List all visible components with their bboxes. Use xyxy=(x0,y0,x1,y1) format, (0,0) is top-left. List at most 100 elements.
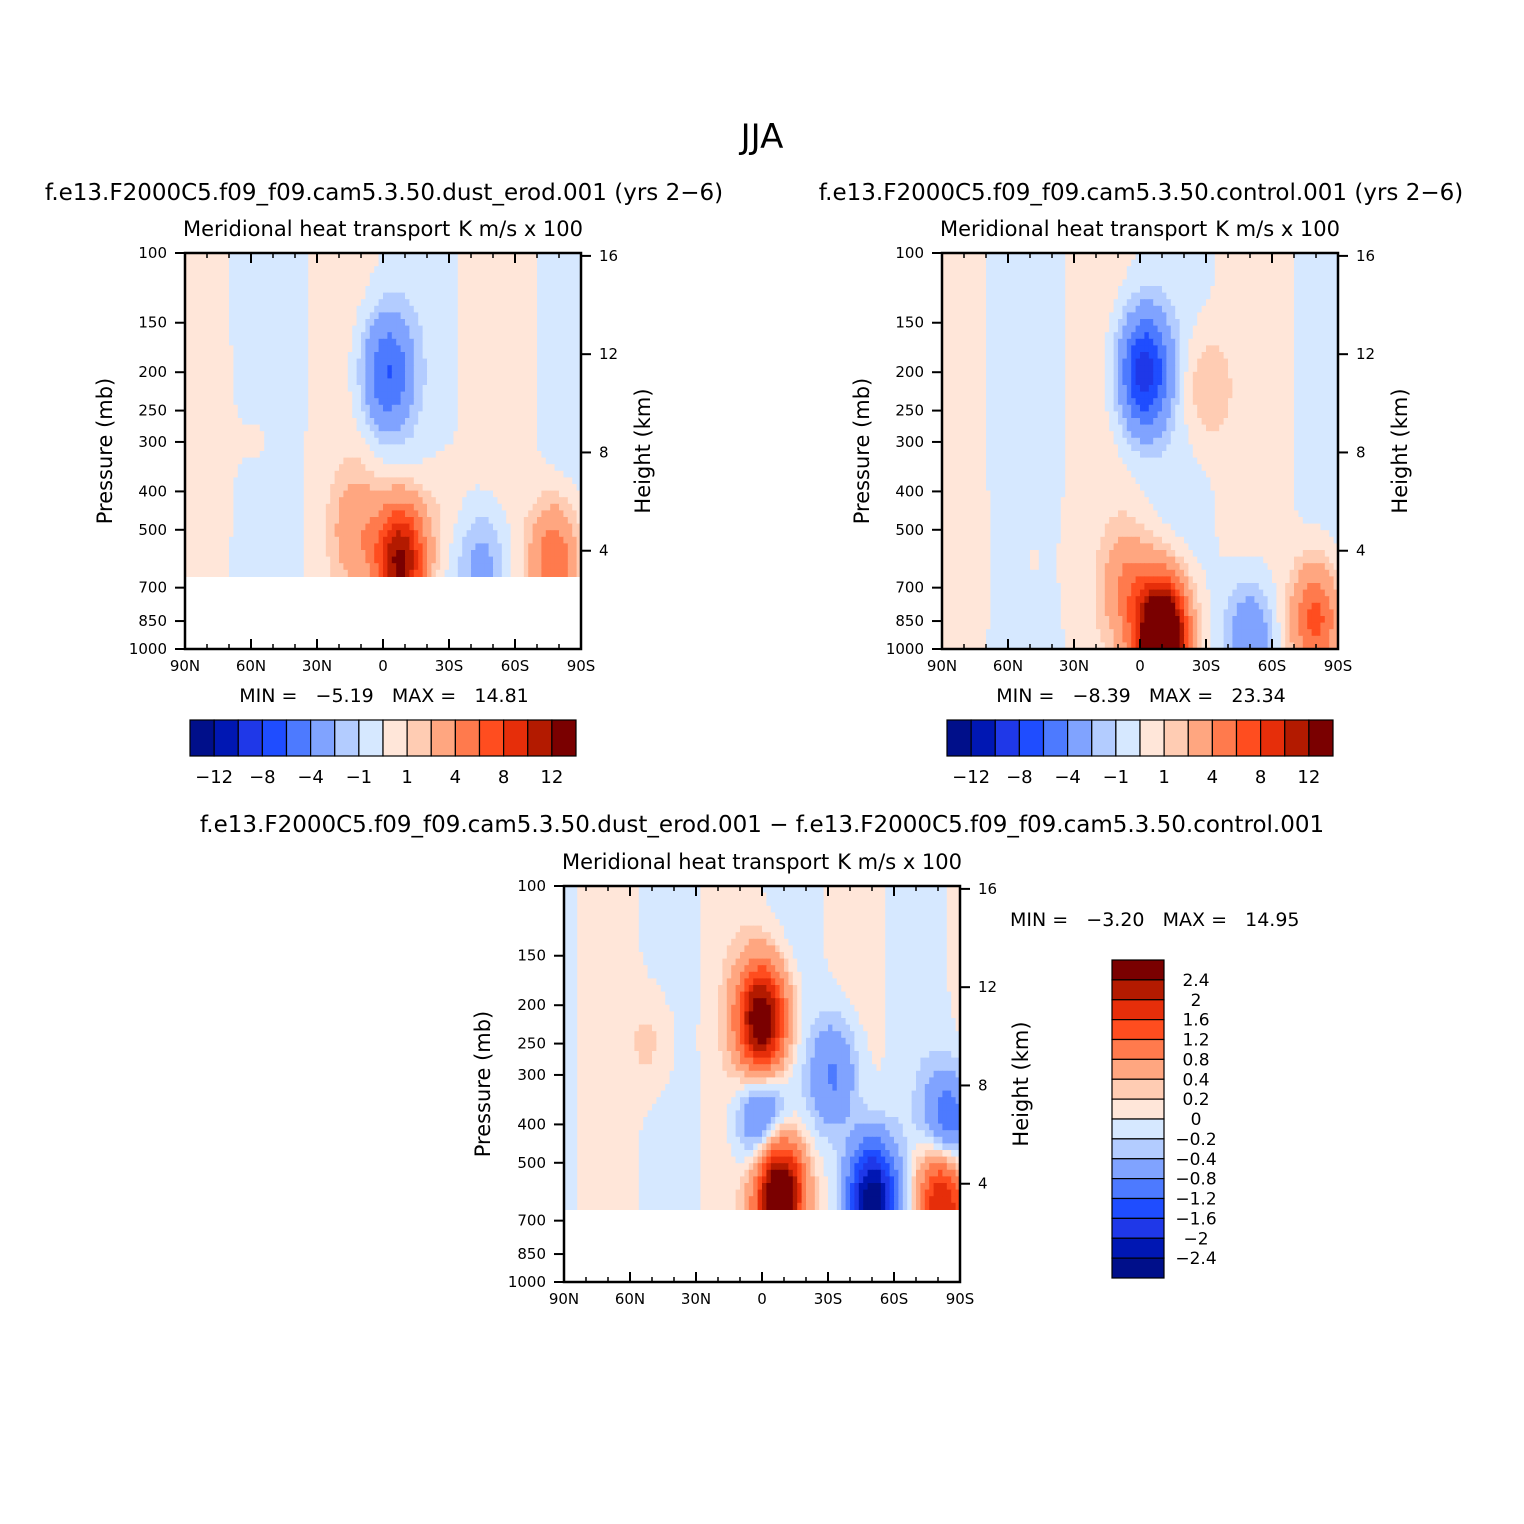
contour-cell xyxy=(365,437,371,445)
contour-cell xyxy=(1302,279,1308,287)
contour-cell xyxy=(563,325,569,333)
contour-cell xyxy=(233,332,239,340)
contour-cell xyxy=(435,292,441,300)
contour-cell xyxy=(290,477,296,485)
contour-cell xyxy=(286,332,292,340)
contour-cell xyxy=(233,517,239,525)
contour-cell xyxy=(545,484,551,492)
contour-cell xyxy=(457,543,463,551)
contour-cell xyxy=(391,484,397,492)
contour-cell xyxy=(317,259,322,267)
contour-cell xyxy=(431,477,437,485)
contour-cell xyxy=(369,371,375,379)
contour-cell xyxy=(471,517,476,525)
contour-cell xyxy=(352,451,358,459)
contour-cell xyxy=(545,312,551,320)
contour-cell xyxy=(242,556,248,564)
contour-cell xyxy=(334,484,340,492)
contour-cell xyxy=(229,385,234,393)
contour-cell xyxy=(321,332,327,340)
contour-cell xyxy=(369,253,375,261)
contour-cell xyxy=(572,464,578,472)
contour-cell xyxy=(946,272,952,280)
contour-cell xyxy=(202,391,208,399)
contour-cell xyxy=(365,332,371,340)
contour-cell xyxy=(506,358,512,366)
contour-cell xyxy=(501,523,507,531)
contour-cell xyxy=(457,292,463,300)
contour-cell xyxy=(268,457,274,465)
contour-cell xyxy=(457,411,463,419)
contour-cell xyxy=(198,398,204,406)
contour-cell xyxy=(405,563,410,571)
contour-cell xyxy=(321,319,327,327)
contour-cell xyxy=(207,418,212,426)
contour-cell xyxy=(229,556,234,564)
contour-cell xyxy=(413,484,419,492)
contour-cell xyxy=(576,345,582,353)
contour-cell xyxy=(972,253,978,261)
contour-cell xyxy=(449,503,454,511)
contour-cell xyxy=(457,523,463,531)
contour-cell xyxy=(286,556,292,564)
contour-cell xyxy=(528,484,534,492)
contour-cell xyxy=(273,569,278,577)
contour-cell xyxy=(515,391,520,399)
contour-cell xyxy=(193,556,199,564)
contour-cell xyxy=(1228,266,1233,274)
contour-cell xyxy=(488,451,494,459)
contour-cell xyxy=(321,279,327,287)
contour-cell xyxy=(312,424,318,432)
contour-cell xyxy=(207,404,212,412)
contour-cell xyxy=(422,523,428,531)
contour-cell xyxy=(277,536,283,544)
contour-cell xyxy=(237,470,243,478)
contour-cell xyxy=(528,286,534,294)
contour-cell xyxy=(378,272,384,280)
contour-cell xyxy=(1030,279,1035,287)
contour-cell xyxy=(559,437,564,445)
contour-cell xyxy=(554,338,560,346)
contour-cell xyxy=(211,457,217,465)
contour-cell xyxy=(545,253,551,261)
contour-cell xyxy=(1153,266,1159,274)
contour-cell xyxy=(532,365,538,373)
contour-cell xyxy=(466,523,472,531)
contour-cell xyxy=(449,378,454,386)
contour-cell xyxy=(299,404,305,412)
contour-cell xyxy=(387,404,393,412)
contour-cell xyxy=(510,305,516,313)
contour-cell xyxy=(273,358,278,366)
contour-cell xyxy=(400,457,406,465)
contour-cell xyxy=(532,530,538,538)
contour-cell xyxy=(365,253,371,261)
contour-cell xyxy=(541,431,547,439)
contour-cell xyxy=(246,503,252,511)
contour-cell xyxy=(435,523,441,531)
contour-cell xyxy=(299,338,305,346)
contour-cell xyxy=(339,312,344,320)
contour-cell xyxy=(303,385,309,393)
contour-cell xyxy=(471,371,476,379)
contour-cell xyxy=(510,490,516,498)
contour-cell xyxy=(343,358,349,366)
contour-cell xyxy=(347,292,353,300)
contour-cell xyxy=(317,398,322,406)
contour-cell xyxy=(1135,266,1141,274)
contour-cell xyxy=(207,411,212,419)
contour-cell xyxy=(211,530,217,538)
contour-cell xyxy=(378,510,384,518)
contour-cell xyxy=(427,444,432,452)
contour-cell xyxy=(251,266,256,274)
contour-cell xyxy=(308,418,314,426)
contour-cell xyxy=(488,497,494,505)
contour-cell xyxy=(264,510,270,518)
contour-cell xyxy=(427,398,432,406)
contour-cell xyxy=(541,385,547,393)
contour-cell xyxy=(202,398,208,406)
contour-cell xyxy=(537,286,542,294)
contour-cell xyxy=(554,266,560,274)
contour-cell xyxy=(273,319,278,327)
contour-cell xyxy=(554,484,560,492)
contour-cell xyxy=(281,259,287,267)
